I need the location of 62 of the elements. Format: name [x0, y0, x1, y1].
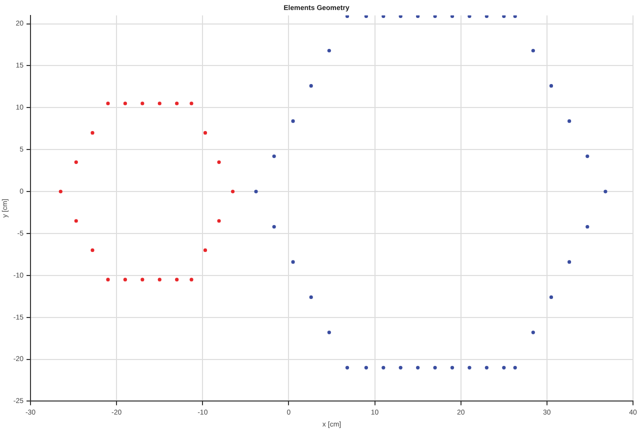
point [513, 15, 517, 18]
point [90, 248, 94, 252]
point [416, 366, 420, 370]
point [398, 366, 402, 370]
point [74, 219, 78, 223]
point [203, 248, 208, 252]
point [190, 102, 194, 106]
point [272, 224, 276, 229]
point [140, 102, 144, 106]
point [217, 160, 221, 164]
point [345, 366, 350, 370]
point [140, 278, 144, 282]
point [468, 15, 472, 18]
point [502, 366, 506, 370]
point [291, 119, 295, 123]
point [549, 84, 554, 88]
point [364, 15, 368, 18]
point [106, 278, 110, 282]
point [382, 15, 386, 18]
point [230, 190, 235, 194]
point [309, 295, 313, 299]
point [58, 190, 62, 194]
point [175, 278, 179, 282]
point [327, 330, 331, 334]
point [190, 278, 194, 282]
point [217, 219, 221, 223]
point [586, 154, 590, 158]
point [364, 366, 368, 370]
point [74, 160, 78, 164]
point [327, 48, 331, 52]
point [382, 366, 386, 370]
point [484, 366, 488, 370]
point [586, 224, 590, 229]
point [345, 15, 350, 18]
point [203, 131, 208, 135]
point [158, 278, 162, 282]
point [416, 15, 420, 18]
point [433, 366, 437, 370]
point [549, 295, 554, 299]
point [309, 84, 313, 88]
point [158, 102, 162, 106]
point [433, 15, 437, 18]
point [604, 190, 608, 194]
point [502, 15, 506, 18]
point [450, 366, 454, 370]
point [123, 278, 127, 282]
point [513, 366, 517, 370]
point [123, 102, 127, 106]
point [468, 366, 472, 370]
point [90, 131, 94, 135]
point [398, 15, 402, 18]
point [106, 102, 110, 106]
point [531, 48, 535, 52]
point [254, 190, 258, 194]
point [291, 260, 295, 264]
point [568, 260, 572, 264]
point [568, 119, 572, 123]
point [531, 330, 535, 334]
point [175, 102, 179, 106]
point [484, 15, 488, 18]
point [450, 15, 454, 18]
point [272, 154, 276, 158]
